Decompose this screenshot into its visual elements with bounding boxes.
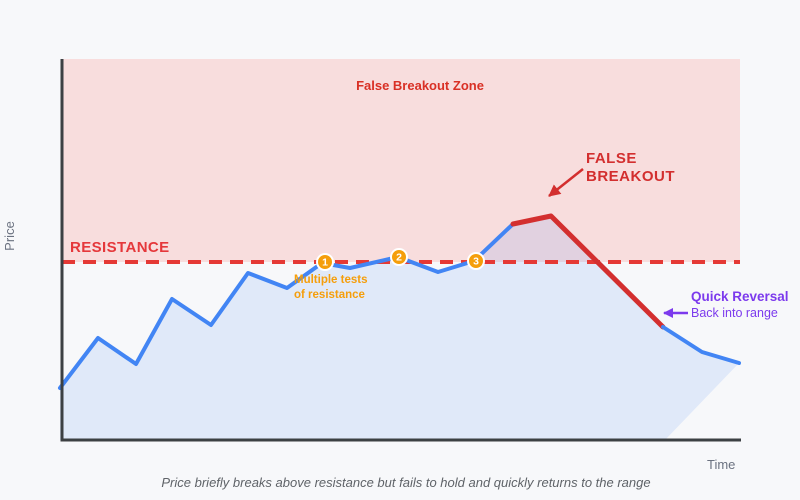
marker-circle	[390, 248, 408, 266]
multiple-tests-label-line1: Multiple tests	[294, 274, 367, 286]
zone-title: False Breakout Zone	[356, 78, 484, 93]
breakout-line-segment	[510, 213, 666, 330]
marker-number: 2	[396, 252, 402, 264]
price-line-return	[661, 325, 741, 365]
resistance-touch-marker: 3	[467, 252, 485, 270]
y-axis-label: Price	[2, 221, 17, 251]
marker-number: 3	[473, 256, 479, 268]
price-line	[58, 222, 515, 390]
resistance-touch-marker: 1	[316, 253, 334, 271]
false-breakout-label-line1: FALSE	[586, 150, 637, 167]
chart-caption: Price briefly breaks above resistance bu…	[161, 475, 650, 490]
x-axis-label: Time	[707, 457, 735, 472]
marker-circle	[316, 253, 334, 271]
quick-reversal-label: Quick Reversal	[691, 289, 789, 304]
multiple-tests-label-line2: of resistance	[294, 289, 365, 301]
false-breakout-zone	[62, 59, 740, 262]
back-into-range-label: Back into range	[691, 306, 778, 320]
resistance-label: RESISTANCE	[70, 239, 170, 256]
touch-markers-group: 1 2 3	[316, 248, 485, 271]
marker-circle	[467, 252, 485, 270]
resistance-touch-marker: 2	[390, 248, 408, 266]
false-breakout-label-line2: BREAKOUT	[586, 168, 675, 185]
false-breakout-arrow	[548, 168, 584, 197]
price-area-fill	[60, 216, 739, 440]
marker-number: 1	[322, 257, 328, 269]
axes	[60, 59, 741, 442]
